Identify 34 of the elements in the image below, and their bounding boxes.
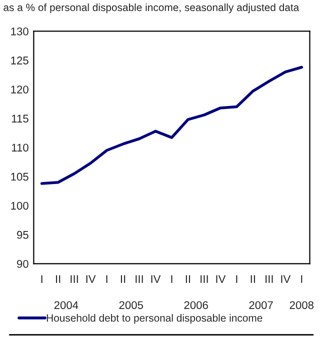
x-tick-label: I [106, 275, 108, 283]
y-tick-label: 100 [11, 202, 28, 210]
y-tick-label: 105 [11, 172, 28, 181]
legend-label: Household debt to personal disposable income [46, 314, 262, 324]
x-tick-label: II [120, 275, 126, 283]
y-tick-label: 120 [11, 86, 28, 94]
y-tick-label: 125 [11, 56, 28, 64]
x-tick-label: III [136, 275, 143, 283]
text: 2004 [54, 301, 78, 310]
x-tick-label: II [56, 275, 60, 283]
x-tick-label: III [200, 275, 208, 283]
y-tick-label: 110 [12, 144, 28, 152]
x-tick-label: I [301, 275, 302, 283]
x-tick-label: III [70, 275, 78, 283]
line-series [40, 66, 304, 185]
text: 2005 [119, 301, 144, 310]
x-tick-label: I [41, 275, 42, 283]
y-tick-label: 95 [17, 230, 28, 239]
x-tick-label: I [171, 275, 172, 283]
text: 2007 [249, 301, 273, 310]
y-tick-label: 90 [17, 260, 28, 268]
y-tick-label: 115 [12, 114, 28, 123]
x-tick-label: III [266, 275, 273, 283]
x-tick-label: I [236, 275, 238, 283]
x-tick-label: IV [216, 275, 226, 283]
y-tick-label: 130 [11, 27, 28, 36]
chart-title: as a % of personal disposable income, seasonally adjusted data [4, 3, 300, 14]
x-tick-label: IV [86, 275, 96, 283]
x-tick-label: II [186, 275, 190, 283]
x-tick-label: IV [281, 275, 291, 283]
text: 2008 [290, 301, 314, 310]
text: 2006 [184, 301, 208, 310]
x-tick-label: IV [151, 275, 161, 283]
x-tick-label: II [250, 275, 255, 283]
